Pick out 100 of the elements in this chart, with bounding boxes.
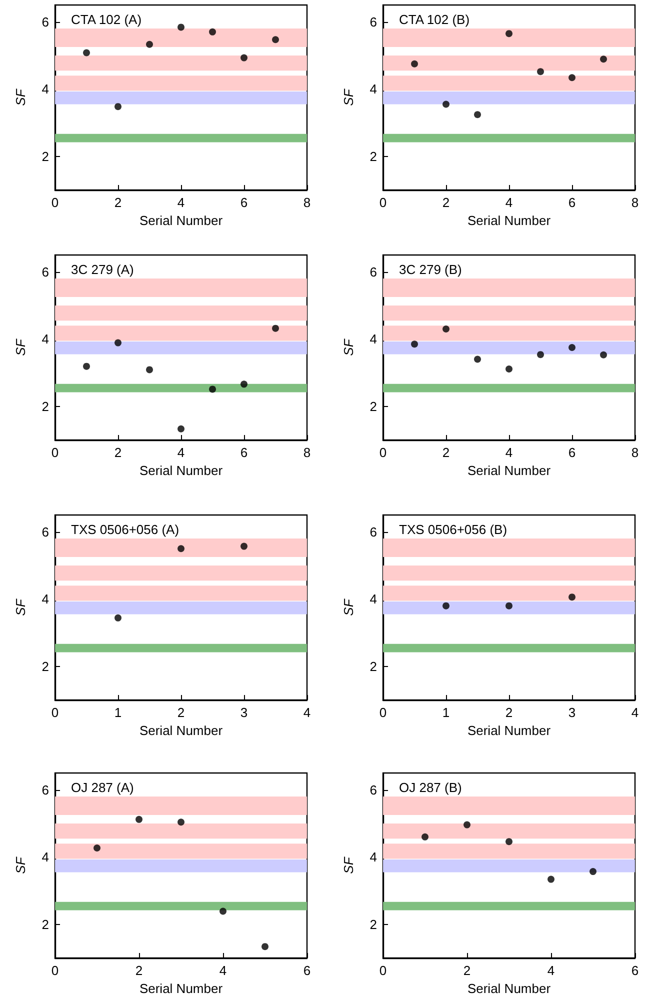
point	[506, 30, 512, 38]
y-tick-label: 6	[370, 782, 377, 798]
x-tick-label: 2	[114, 445, 122, 460]
point	[209, 386, 216, 393]
x-tick-label: 3	[568, 705, 576, 720]
text: TXS 0506+056 (B)	[399, 522, 508, 537]
point	[537, 68, 544, 76]
x-axis-title: Serial Number	[467, 980, 552, 996]
x-axis-title: Serial Number	[467, 212, 552, 228]
point	[146, 40, 153, 48]
x-axis-title: Serial Number	[139, 212, 224, 228]
x-tick-label: 8	[303, 195, 311, 210]
point	[411, 340, 418, 348]
y-tick-label: 4	[42, 592, 49, 607]
point	[600, 351, 607, 358]
x-tick-label: 2	[177, 705, 185, 720]
y-tick-label: 6	[42, 264, 49, 280]
y-tick-label: 4	[42, 82, 49, 97]
x-tick-label: 0	[379, 963, 387, 978]
x-tick-label: 1	[114, 705, 122, 720]
point	[272, 324, 279, 332]
point	[600, 56, 607, 63]
text: OJ 287 (A)	[71, 780, 134, 795]
x-tick-label: 0	[379, 195, 387, 210]
x-tick-label: 4	[631, 705, 639, 720]
point	[537, 351, 544, 358]
x-tick-label: 2	[114, 195, 122, 210]
x-axis-title: Serial Number	[139, 462, 224, 478]
text: CTA 102 (B)	[399, 12, 470, 27]
y-tick-label: 4	[370, 850, 377, 865]
point	[464, 821, 470, 828]
y-axis-title: SF	[341, 338, 356, 356]
point	[178, 545, 184, 552]
y-tick-label: 6	[42, 14, 49, 30]
text: TXS 0506+056 (A)	[71, 522, 180, 537]
x-tick-label: 2	[463, 963, 471, 978]
y-tick-label: 6	[370, 524, 377, 540]
point	[442, 100, 450, 108]
x-tick-label: 4	[177, 195, 185, 210]
point	[136, 816, 142, 823]
x-tick-label: 4	[219, 963, 227, 978]
x-tick-label: 4	[303, 705, 311, 720]
point	[220, 908, 226, 915]
point	[506, 838, 512, 846]
point	[240, 54, 248, 62]
y-axis-title: SF	[13, 856, 28, 874]
point	[83, 362, 90, 370]
x-tick-label: 8	[303, 445, 311, 460]
y-tick-label: 2	[370, 148, 377, 164]
point	[178, 24, 184, 31]
y-axis-title: SF	[341, 856, 356, 874]
y-tick-label: 6	[42, 782, 49, 798]
point	[114, 614, 122, 622]
x-tick-label: 6	[568, 195, 576, 210]
point	[178, 425, 184, 432]
x-axis-title: Serial Number	[139, 722, 224, 738]
x-tick-label: 4	[177, 445, 185, 460]
x-tick-label: 6	[240, 445, 248, 460]
text: OJ 287 (B)	[399, 780, 462, 795]
y-tick-label: 4	[42, 850, 49, 865]
point	[590, 868, 596, 876]
x-tick-label: 0	[379, 705, 387, 720]
point	[262, 943, 268, 950]
x-tick-label: 0	[51, 963, 59, 978]
point	[146, 366, 153, 374]
x-tick-label: 6	[568, 445, 576, 460]
y-tick-label: 6	[370, 264, 377, 280]
y-axis-title: SF	[341, 598, 356, 616]
y-tick-label: 2	[42, 398, 49, 414]
point	[411, 60, 418, 68]
point	[422, 833, 428, 840]
x-tick-label: 0	[51, 705, 59, 720]
point	[240, 542, 248, 550]
x-tick-label: 8	[631, 445, 639, 460]
y-tick-label: 6	[42, 524, 49, 540]
x-tick-label: 2	[505, 705, 513, 720]
point	[272, 36, 279, 44]
point	[94, 844, 100, 852]
x-tick-label: 2	[135, 963, 143, 978]
x-tick-label: 8	[631, 195, 639, 210]
point	[209, 28, 216, 36]
x-tick-label: 3	[240, 705, 248, 720]
point	[240, 380, 248, 388]
x-tick-label: 0	[51, 445, 59, 460]
y-tick-label: 4	[370, 82, 377, 97]
text: CTA 102 (A)	[71, 12, 142, 27]
x-axis-title: Serial Number	[467, 722, 552, 738]
y-tick-label: 2	[370, 398, 377, 414]
x-tick-label: 6	[240, 195, 248, 210]
x-tick-label: 0	[51, 195, 59, 210]
x-axis-title: Serial Number	[467, 462, 552, 478]
y-axis-title: SF	[13, 88, 28, 106]
y-tick-label: 2	[42, 916, 49, 932]
y-axis-title: SF	[13, 598, 28, 616]
x-tick-label: 0	[379, 445, 387, 460]
y-tick-label: 4	[42, 332, 49, 347]
point	[568, 74, 576, 82]
point	[548, 876, 554, 883]
text: 3C 279 (B)	[399, 262, 462, 277]
point	[474, 111, 481, 118]
